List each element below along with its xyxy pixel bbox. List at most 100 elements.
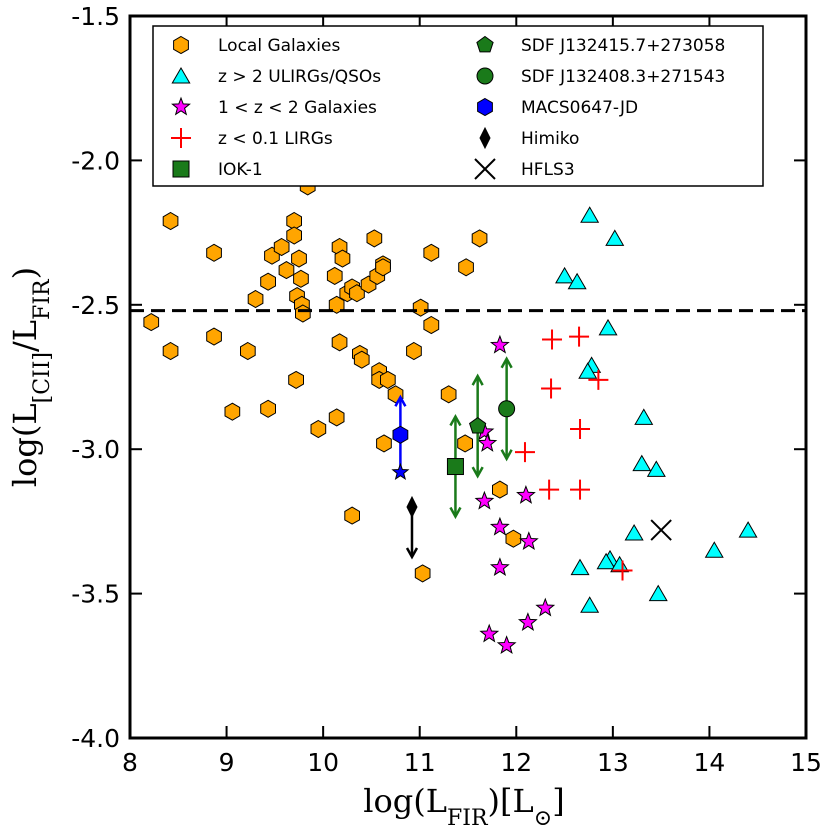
local-galaxies-point (331, 333, 348, 352)
legend-label: SDF J132415.7+273058 (521, 36, 725, 56)
z-0-1-lirgs-point (570, 479, 591, 500)
local-galaxies-point (492, 480, 508, 499)
local-galaxies-point (273, 237, 290, 257)
legend-label: 1 < z < 2 Galaxies (218, 98, 377, 118)
local-galaxies-point (366, 229, 383, 248)
z-2-ulirgs-qsos-point (580, 596, 600, 613)
series-1-z-2-galaxies (474, 334, 556, 655)
legend-entry: HFLS3 (474, 158, 575, 180)
local-galaxies-point (260, 399, 276, 418)
local-galaxies-point (505, 529, 522, 548)
x-tick-label: 11 (404, 748, 436, 777)
legend-entry: Local Galaxies (173, 35, 340, 56)
z-2-ulirgs-qsos-point (610, 555, 630, 573)
z-2-ulirgs-qsos-point (624, 524, 644, 541)
1-z-2-galaxies-point (489, 516, 510, 536)
local-galaxies-point (295, 304, 311, 323)
y-tick-label: -3.5 (71, 580, 120, 609)
1-z-2-galaxies-point (474, 490, 495, 510)
z-2-ulirgs-qsos-point (578, 362, 598, 379)
local-galaxies-point (326, 266, 343, 285)
legend-label: SDF J132408.3+271543 (521, 67, 725, 87)
1-z-2-galaxies-point (517, 612, 538, 631)
iok-1-arrow-up (449, 413, 462, 461)
legend-entry: MACS0647-JD (477, 97, 638, 118)
iok-1-point (446, 458, 464, 476)
1-z-2-galaxies-point (535, 597, 556, 617)
local-galaxies-point (458, 258, 474, 277)
1-z-2-galaxies-point (479, 623, 500, 643)
series-himiko (405, 495, 419, 560)
z-2-ulirgs-qsos-point (648, 584, 668, 602)
legend-marker-pentagon (476, 35, 494, 53)
himiko-point (406, 495, 418, 519)
series-macs0647-jd (391, 394, 410, 481)
legend-marker-diamond (479, 126, 491, 150)
local-galaxies-point (286, 226, 302, 245)
legend-entry: z > 2 ULIRGs/QSOs (171, 67, 381, 87)
local-galaxies-point (412, 298, 429, 317)
plot-markers (143, 177, 758, 655)
legend-label: z > 2 ULIRGs/QSOs (218, 67, 381, 87)
series-z-2-ulirgs-qsos (555, 206, 758, 613)
local-galaxies-point (375, 258, 391, 277)
y-tick-label: -2.0 (71, 146, 120, 175)
legend-marker-square (172, 160, 190, 178)
local-galaxies-point (423, 315, 440, 335)
local-galaxies-point (440, 385, 457, 404)
z-2-ulirgs-qsos-point (596, 552, 616, 570)
z-0-1-lirgs-point (539, 479, 560, 500)
1-z-2-galaxies-point (516, 484, 536, 504)
sdf-j132415-7-273058-point (469, 416, 487, 434)
sdf-j132408-3-271543-arrow-up (500, 356, 513, 403)
legend-entry: Himiko (479, 126, 579, 150)
z-0-1-lirgs-point (542, 329, 563, 350)
series-hfls3 (650, 519, 672, 541)
local-galaxies-point (328, 408, 345, 427)
local-galaxies-point (278, 261, 295, 280)
sdf-j132415-7-273058-arrow-down (471, 432, 484, 479)
1-z-2-galaxies-point (489, 557, 510, 577)
iok-1-arrow-down (449, 472, 462, 520)
z-0-1-lirgs-point (588, 369, 609, 390)
hfls3-point (650, 519, 672, 541)
legend-box (152, 25, 764, 187)
y-tick-label: -4.0 (71, 724, 120, 753)
sdf-j132408-3-271543-point (498, 400, 516, 418)
local-galaxies-point (240, 341, 256, 361)
legend-label: HFLS3 (521, 160, 575, 180)
x-tick-label: 15 (790, 748, 822, 777)
local-galaxies-point (162, 211, 179, 231)
z-2-ulirgs-qsos-point (605, 229, 625, 246)
x-tick-label: 9 (219, 748, 235, 777)
legend-entry: 1 < z < 2 Galaxies (171, 96, 377, 118)
legend-marker-hexagon (173, 35, 189, 55)
legend-marker-circle (476, 67, 494, 85)
local-galaxies-point (376, 434, 392, 453)
local-galaxies-point (334, 249, 351, 268)
series-iok-1 (446, 413, 464, 520)
z-0-1-lirgs-point (514, 442, 535, 463)
local-galaxies-point (406, 341, 422, 361)
z-2-ulirgs-qsos-point (567, 272, 587, 290)
local-galaxies-point (162, 341, 179, 361)
series-z-0-1-lirgs (514, 326, 633, 581)
local-galaxies-point (206, 243, 222, 262)
legend-entry: SDF J132408.3+271543 (476, 67, 725, 87)
x-tick-label: 12 (500, 748, 532, 777)
legend-marker-hexagon (477, 97, 493, 117)
local-galaxies-point (143, 313, 160, 332)
legend-entry: IOK-1 (172, 160, 263, 180)
x-tick-label: 13 (597, 748, 629, 777)
z-2-ulirgs-qsos-point (646, 460, 666, 477)
local-galaxies-point (353, 350, 370, 369)
legend-marker-star (171, 96, 191, 116)
z-0-1-lirgs-point (570, 418, 591, 439)
plot-frame (128, 14, 808, 740)
series-sdf-j132415-7-273058 (469, 373, 487, 479)
local-galaxies-point (206, 327, 222, 346)
y-tick-label: -1.5 (71, 2, 120, 31)
z-2-ulirgs-qsos-point (738, 521, 758, 538)
legend-label: z < 0.1 LIRGs (218, 129, 333, 149)
